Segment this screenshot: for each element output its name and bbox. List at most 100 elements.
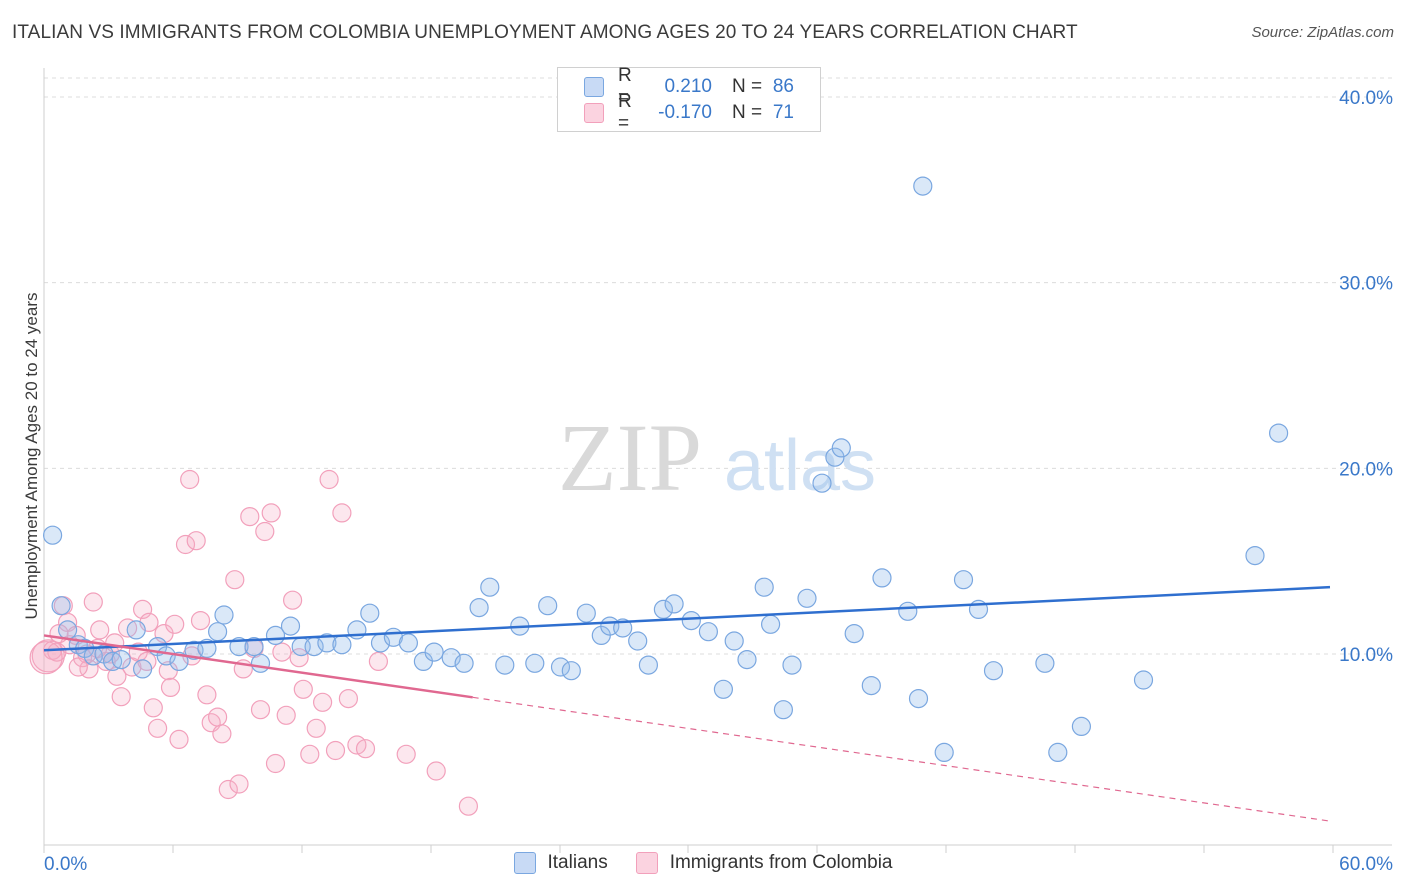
italians-point: [454, 653, 474, 673]
italians-point: [698, 622, 719, 642]
legend-row-italians: R = 0.210 N = 86: [584, 65, 794, 108]
colombia-point: [212, 724, 232, 744]
italians-point: [208, 622, 228, 642]
legend-swatch-colombia: [635, 852, 658, 874]
italians-point: [1268, 423, 1289, 443]
colombia-point: [29, 641, 63, 675]
italians-point: [724, 631, 744, 651]
italians-point: [1071, 716, 1092, 737]
legend-n-label: N =: [732, 102, 763, 123]
legend-n-value: 71: [772, 102, 794, 123]
italians-point: [628, 631, 648, 651]
colombia-point: [218, 779, 238, 800]
italians-point: [713, 679, 734, 699]
colombia-point: [190, 610, 211, 631]
legend-swatch-italians: [584, 77, 604, 97]
y-tick-label: 30.0%: [1339, 274, 1393, 295]
italians-point: [908, 688, 929, 709]
y-tick-label: 20.0%: [1339, 459, 1393, 480]
axes: [43, 68, 1392, 853]
colombia-point: [325, 740, 346, 761]
colombia-point: [306, 718, 326, 738]
italians-point: [495, 655, 515, 675]
legend-label-colombia: Immigrants from Colombia: [669, 852, 893, 873]
x-tick-label: 0.0%: [44, 854, 87, 875]
chart-title: ITALIAN VS IMMIGRANTS FROM COLOMBIA UNEM…: [12, 22, 1078, 43]
italians-point: [638, 655, 659, 675]
italians-point: [812, 473, 832, 493]
italians-point: [424, 642, 444, 662]
colombia-trend-extrapolation: [472, 696, 1331, 822]
italians-point: [754, 577, 774, 597]
italians-point: [480, 577, 500, 597]
colombia-point: [261, 503, 281, 523]
colombia-point: [272, 642, 292, 662]
italians-point: [197, 638, 217, 659]
colombia-point: [111, 687, 131, 707]
italians-point: [398, 633, 418, 653]
italians-point: [844, 623, 864, 644]
colombia-trend-line: [43, 634, 473, 699]
stats-legend: R = 0.210 N = 86 R = -0.170 N = 71: [557, 65, 821, 134]
legend-r-label: R =: [618, 65, 632, 108]
legend-swatch-italians: [513, 852, 536, 874]
colombia-point: [250, 700, 271, 720]
colombia-point: [255, 521, 275, 542]
italians-point: [934, 742, 954, 763]
colombia-point: [426, 761, 446, 781]
colombia-point: [396, 744, 416, 764]
italians-point: [831, 438, 851, 458]
italians-point: [280, 616, 301, 636]
italians-point: [126, 620, 146, 640]
italians-point: [550, 657, 571, 677]
italians-point: [983, 661, 1004, 681]
italians-point: [681, 610, 701, 631]
legend-n-label: N =: [732, 76, 763, 97]
italians-point: [760, 614, 781, 634]
legend-swatch-colombia: [584, 103, 604, 123]
italians-point: [1133, 670, 1154, 690]
colombia-point: [169, 729, 189, 750]
colombia-point: [208, 707, 228, 727]
colombia-point: [276, 705, 296, 725]
italians-point: [737, 649, 757, 670]
colombia-point: [355, 739, 376, 759]
italians-point: [250, 653, 271, 673]
colombia-point: [148, 718, 168, 738]
italians-point: [332, 635, 352, 655]
italians-point: [561, 661, 581, 681]
italians-point: [317, 633, 337, 653]
colombia-point: [83, 592, 103, 612]
colombia-point: [180, 469, 200, 490]
italians-point: [51, 596, 71, 616]
legend-item-colombia[interactable]: Immigrants from Colombia: [635, 852, 893, 874]
italians-point: [861, 675, 881, 696]
italians-point: [825, 447, 845, 467]
source-credit: Source: ZipAtlas.com: [1251, 24, 1394, 41]
colombia-point: [300, 744, 320, 764]
italians-point: [576, 603, 596, 623]
colombia-point: [175, 534, 196, 555]
italians-point: [872, 568, 892, 588]
italians-point: [133, 659, 153, 679]
colombia-point: [165, 614, 185, 634]
watermark: ZIP atlas: [558, 404, 876, 511]
colombia-point: [293, 679, 313, 699]
italians-point: [469, 597, 489, 618]
italians-point: [244, 636, 264, 657]
colombia-point: [265, 753, 286, 774]
italians-point: [169, 651, 189, 672]
gridlines: [44, 77, 1392, 655]
italians-point: [773, 700, 794, 720]
italians-point: [525, 653, 545, 673]
legend-item-italians[interactable]: Italians: [513, 852, 608, 874]
italians-point: [214, 605, 234, 625]
colombia-point: [68, 657, 88, 677]
italians-point: [1035, 653, 1055, 673]
colombia-point: [368, 651, 388, 672]
colombia-point: [458, 796, 478, 816]
legend-label-italians: Italians: [547, 852, 608, 873]
colombia-point: [160, 677, 181, 698]
italians-point: [360, 603, 380, 623]
